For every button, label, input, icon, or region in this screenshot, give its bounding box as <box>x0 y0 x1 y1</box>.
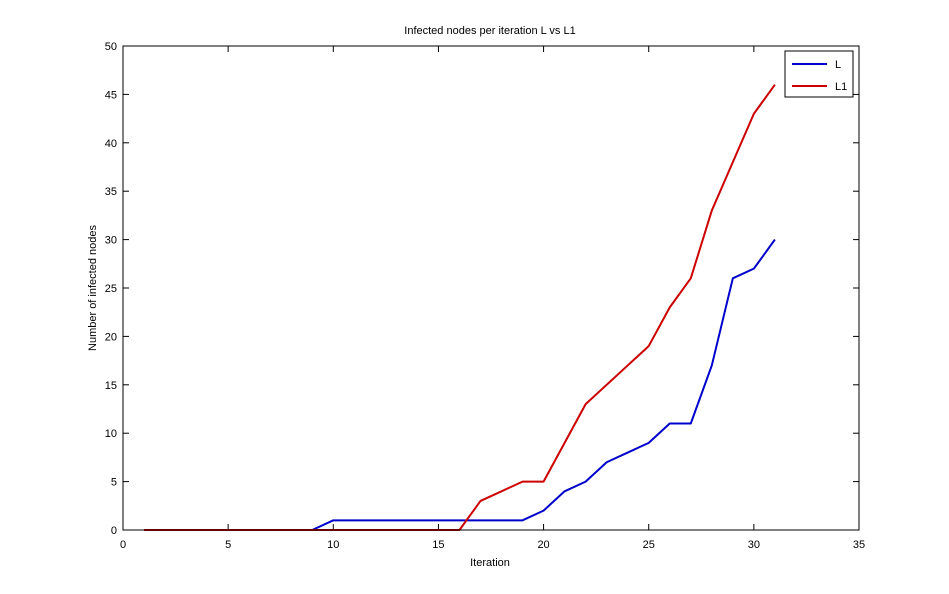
y-tick-label: 30 <box>105 235 117 247</box>
y-tick-label: 20 <box>105 331 117 343</box>
x-tick-label: 0 <box>120 539 126 551</box>
legend-box <box>784 50 854 98</box>
y-tick-label: 50 <box>105 41 117 53</box>
legend-label-l1: L1 <box>835 81 847 93</box>
x-tick-label: 10 <box>327 539 339 551</box>
x-tick-label: 15 <box>432 539 444 551</box>
legend: L L1 <box>784 50 854 98</box>
series-layer <box>144 84 776 531</box>
x-tick-label: 30 <box>748 539 760 551</box>
y-tick-label: 40 <box>105 138 117 150</box>
chart-title: Infected nodes per iteration L vs L1 <box>404 25 575 37</box>
x-axis-title: Iteration <box>470 557 510 569</box>
series-line-l <box>144 239 776 531</box>
axis-ticks: 0 5 10 15 20 25 30 35 0 5 10 15 20 25 30 35 40 45 50 <box>105 41 865 551</box>
plot-frame <box>122 45 860 531</box>
y-tick-label: 25 <box>105 283 117 295</box>
x-tick-label: 35 <box>853 539 865 551</box>
y-axis-title: Number of infected nodes <box>87 225 99 351</box>
y-tick-label: 35 <box>105 186 117 198</box>
y-tick-label: 0 <box>111 525 117 537</box>
x-tick-label: 25 <box>643 539 655 551</box>
x-tick-label: 20 <box>537 539 549 551</box>
y-tick-label: 15 <box>105 380 117 392</box>
y-tick-label: 45 <box>105 89 117 101</box>
series-line-l1 <box>144 84 776 531</box>
y-tick-label: 10 <box>105 428 117 440</box>
x-tick-label: 5 <box>225 539 231 551</box>
legend-label-l: L <box>835 59 841 71</box>
y-tick-label: 5 <box>111 477 117 489</box>
